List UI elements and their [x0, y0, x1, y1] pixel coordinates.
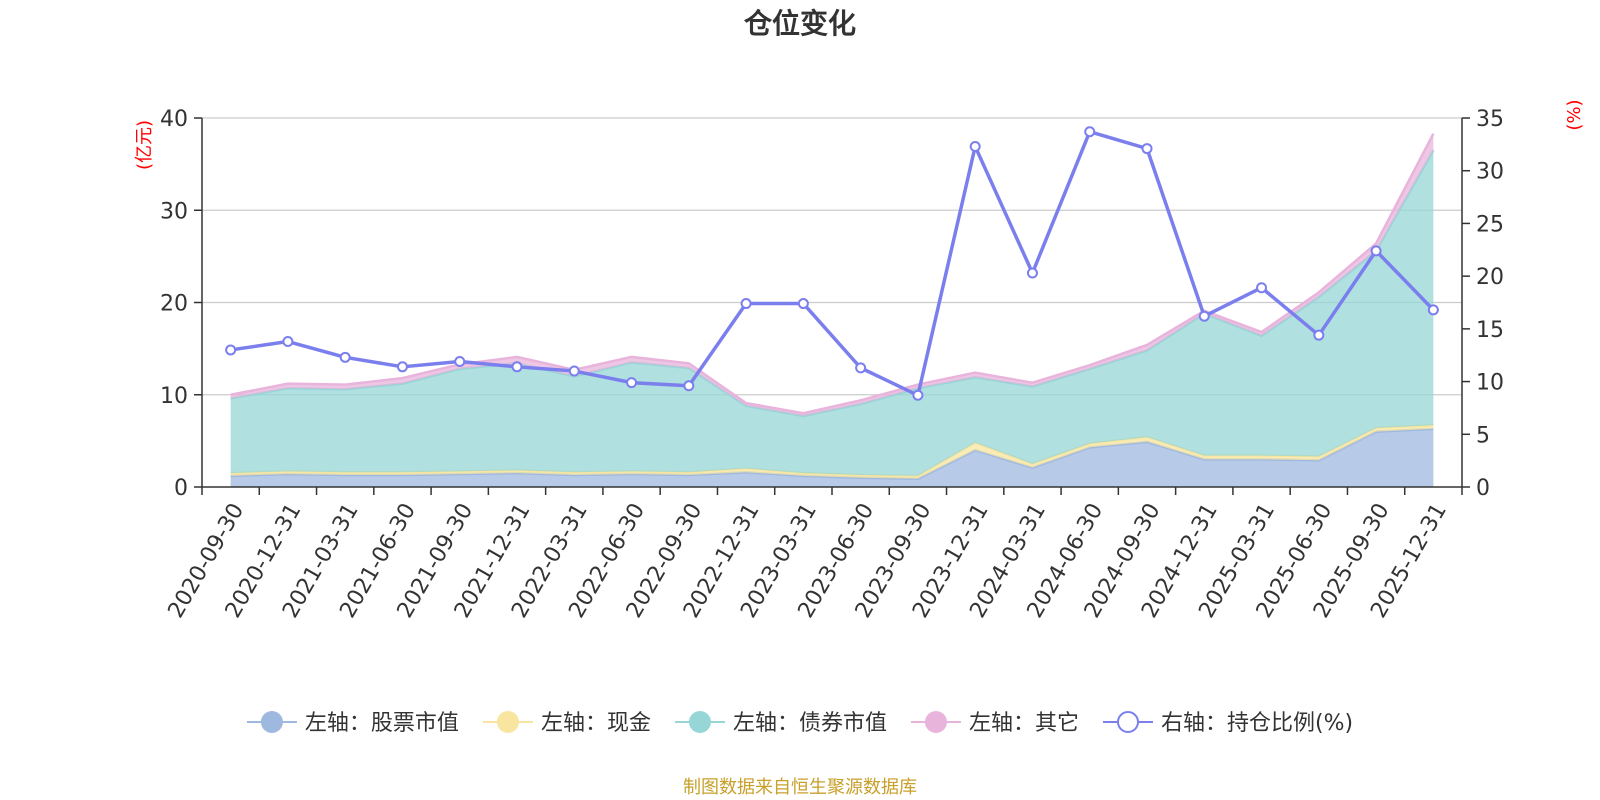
ratio-point	[740, 298, 752, 310]
left-tick-label: 0	[174, 476, 188, 501]
right-tick-label: 5	[1476, 423, 1490, 448]
right-tick-label: 10	[1476, 371, 1504, 396]
ratio-line	[230, 129, 1435, 398]
chart-title: 仓位变化	[744, 7, 856, 40]
legend-label: 左轴：债券市值	[733, 711, 887, 736]
left-tick-label: 40	[160, 107, 188, 132]
right-tick-label: 25	[1476, 212, 1504, 237]
ratio-point	[797, 298, 809, 310]
legend-label: 左轴：股票市值	[305, 711, 459, 736]
legend-item[interactable]: 左轴：债券市值	[674, 711, 887, 736]
stacked-areas	[230, 133, 1435, 487]
ratio-point	[454, 356, 466, 368]
ratio-point	[1370, 245, 1382, 257]
ratio-point	[1313, 329, 1325, 341]
holding-ratio-line	[225, 126, 1439, 401]
legend-item[interactable]: 左轴：其它	[910, 711, 1079, 736]
ratio-point	[511, 361, 523, 373]
area-edge-3	[230, 133, 1435, 415]
legend-label: 右轴：持仓比例(%)	[1161, 711, 1353, 736]
right-tick-label: 0	[1476, 476, 1490, 501]
legend-label: 左轴：现金	[541, 711, 651, 736]
legend-label: 左轴：其它	[969, 711, 1079, 736]
left-tick-label: 30	[160, 199, 188, 224]
ratio-point	[1198, 310, 1210, 322]
ratio-point	[282, 336, 294, 348]
area-series-2	[230, 150, 1434, 476]
legend-circle-marker	[496, 711, 519, 733]
legend-circle-marker	[1116, 711, 1139, 733]
ratio-point	[912, 389, 924, 401]
right-tick-label: 20	[1476, 265, 1504, 290]
ratio-point	[969, 140, 981, 152]
left-axis-unit: (亿元)	[134, 120, 155, 170]
left-tick-label: 10	[160, 384, 188, 409]
ratio-point	[626, 377, 638, 389]
ratio-point	[568, 365, 580, 377]
ratio-point	[1026, 267, 1038, 279]
source-note: 制图数据来自恒生聚源数据库	[683, 777, 917, 798]
area-series-3	[230, 133, 1434, 416]
ratio-point	[225, 344, 237, 356]
ratio-point	[339, 351, 351, 363]
legend-item[interactable]: 右轴：持仓比例(%)	[1102, 711, 1353, 736]
left-tick-label: 20	[160, 292, 188, 317]
legend-circle-marker	[688, 711, 711, 733]
ratio-point	[1084, 126, 1096, 138]
legend-circle-marker	[260, 711, 283, 733]
ratio-point	[396, 361, 408, 373]
legend: 左轴：股票市值 左轴：现金 左轴：债券市值 左轴：其它 右轴：持仓比例(%)	[246, 711, 1353, 736]
right-tick-label: 15	[1476, 318, 1504, 343]
legend-item[interactable]: 左轴：股票市值	[246, 711, 459, 736]
right-axis-unit: (%)	[1564, 99, 1585, 130]
right-tick-label: 30	[1476, 160, 1504, 185]
ratio-point	[1256, 282, 1268, 294]
ratio-point	[1141, 143, 1153, 155]
ratio-point	[1427, 304, 1439, 316]
ratio-point	[683, 380, 695, 392]
legend-item[interactable]: 左轴：现金	[482, 711, 651, 736]
ratio-point	[855, 362, 867, 374]
right-tick-label: 35	[1476, 107, 1504, 132]
legend-circle-marker	[924, 711, 947, 733]
